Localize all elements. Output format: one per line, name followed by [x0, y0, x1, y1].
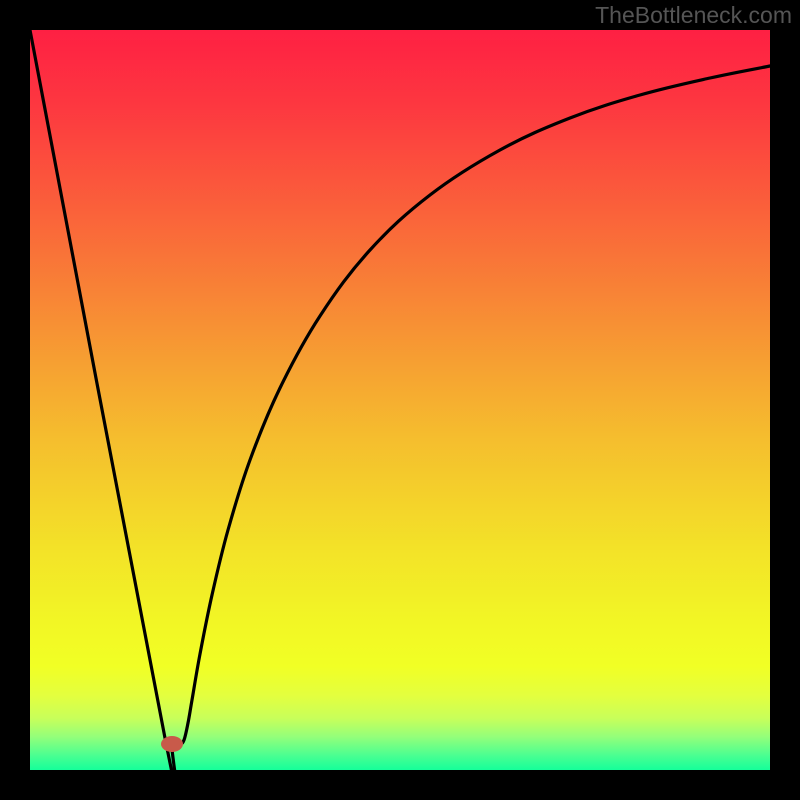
chart-container: TheBottleneck.com	[0, 0, 800, 800]
watermark-text: TheBottleneck.com	[595, 2, 792, 29]
optimum-marker	[161, 736, 183, 752]
chart-background	[30, 30, 770, 770]
bottleneck-chart	[0, 0, 800, 800]
